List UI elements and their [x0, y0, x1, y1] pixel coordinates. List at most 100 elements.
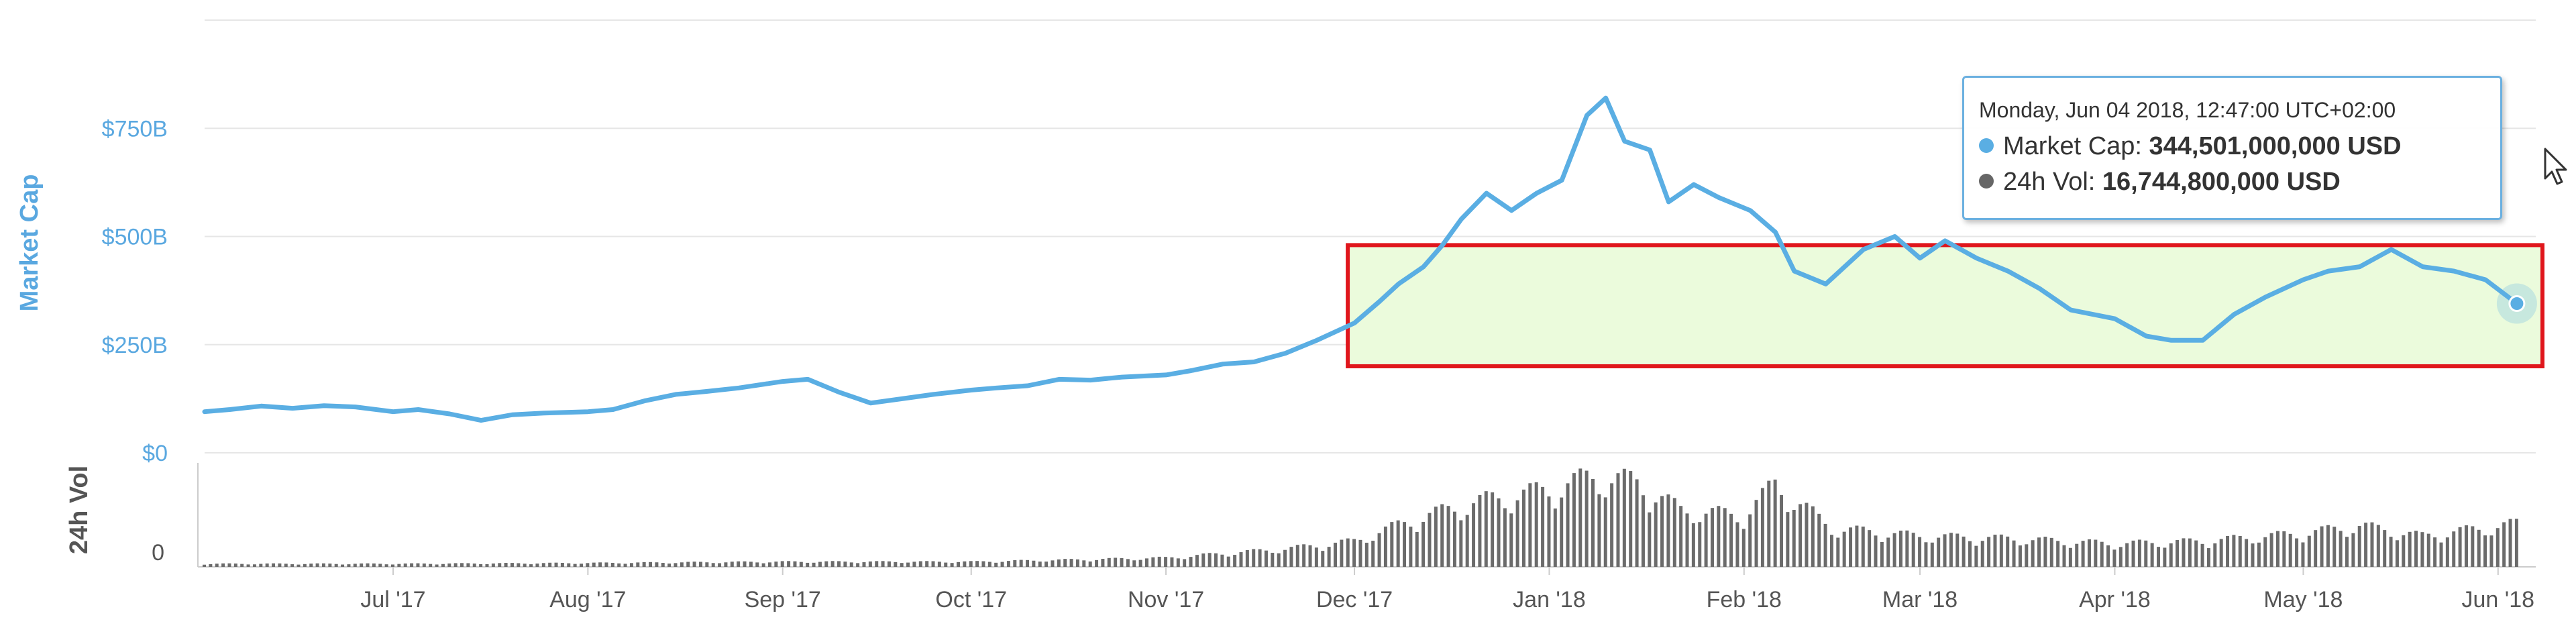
volume-bar	[1842, 531, 1846, 567]
volume-bar	[1396, 520, 1400, 567]
volume-bar	[749, 561, 753, 567]
volume-bar	[1321, 551, 1325, 567]
volume-bar	[1748, 514, 1752, 567]
volume-bar	[2414, 531, 2418, 567]
volume-bar	[2496, 528, 2500, 567]
volume-bar	[2282, 531, 2286, 567]
volume-bar	[297, 564, 301, 567]
volume-bar	[1918, 537, 1922, 567]
volume-bar	[1729, 513, 1733, 567]
volume-bar	[1880, 541, 1884, 567]
volume-bar	[573, 564, 577, 567]
volume-bar	[2301, 542, 2305, 567]
volume-bar	[1968, 541, 1972, 567]
volume-bar	[1452, 511, 1456, 567]
market-cap-line[interactable]	[202, 95, 2520, 423]
volume-bar	[1660, 496, 1664, 567]
volume-bar	[1817, 513, 1821, 567]
volume-bar	[1767, 480, 1771, 567]
volume-bar	[812, 562, 816, 567]
volume-bar	[1635, 479, 1639, 567]
volume-bar	[341, 564, 345, 567]
x-tick-label: Aug '17	[549, 587, 626, 612]
volume-bar	[1566, 483, 1570, 567]
volume-bar	[1107, 557, 1111, 567]
volume-bar	[818, 561, 822, 567]
volume-bar	[1780, 494, 1784, 567]
volume-bar	[1874, 535, 1878, 567]
volume-bar	[661, 563, 665, 567]
volume-bar	[560, 563, 564, 567]
volume-bar	[623, 564, 627, 567]
volume-bar	[1044, 561, 1049, 567]
volume-bar	[203, 564, 206, 567]
volume-bar	[2464, 525, 2468, 567]
volume-bar	[209, 564, 213, 567]
volume-bar	[2332, 527, 2337, 567]
volume-bar	[1849, 527, 1853, 567]
y-axis-ticks: $0 $250B $500B $750B 0	[102, 116, 168, 566]
volume-bar	[2049, 537, 2053, 567]
volume-bar	[1390, 522, 1394, 567]
volume-bar	[711, 563, 715, 567]
volume-bar	[372, 563, 376, 567]
volume-bar	[2245, 539, 2249, 567]
volume-bar	[1597, 494, 1601, 567]
x-tick-label: May '18	[2263, 587, 2343, 612]
hover-marker[interactable]	[2508, 295, 2526, 312]
volume-bar	[937, 561, 941, 567]
volume-bar	[2182, 538, 2186, 567]
volume-bar	[2025, 544, 2029, 567]
volume-bar	[523, 564, 527, 567]
volume-bar	[347, 564, 351, 567]
volume-bar	[2439, 542, 2443, 567]
volume-bar	[1829, 535, 1833, 567]
volume-bar	[2376, 525, 2380, 567]
volume-bar	[604, 562, 608, 567]
volume-bar	[1195, 555, 1199, 567]
volume-bar	[315, 563, 319, 567]
volume-bar	[1892, 533, 1896, 567]
volume-bar	[987, 561, 991, 567]
volume-bar	[378, 564, 382, 567]
volume-bar	[963, 561, 967, 567]
y-tick-label: $750B	[102, 116, 168, 142]
volume-bar	[730, 561, 734, 567]
volume-bar	[1264, 550, 1268, 567]
volume-bar	[321, 563, 325, 567]
volume-bar	[1258, 549, 1262, 567]
vol-tick-label: 0	[152, 540, 164, 566]
volume-bar	[1503, 508, 1507, 567]
volume-bar	[1629, 471, 1633, 567]
volume-bar	[2137, 539, 2141, 567]
y-tick-label: $500B	[102, 225, 168, 250]
volume-bar	[1654, 502, 1658, 567]
volume-bar	[724, 562, 728, 567]
volume-bar	[787, 561, 791, 567]
volume-bar	[1459, 520, 1463, 567]
volume-bar	[1239, 552, 1243, 567]
volume-bar	[1955, 533, 1960, 567]
volume-bar	[1805, 502, 1809, 567]
volume-bar	[1710, 508, 1714, 567]
volume-bar	[2288, 533, 2292, 567]
volume-bar	[1364, 543, 1368, 567]
volume-bar	[2206, 548, 2210, 567]
volume-bar	[2081, 541, 2085, 567]
volume-bar	[674, 563, 678, 567]
volume-bar	[1528, 483, 1532, 567]
volume-bar	[912, 561, 916, 567]
volume-bar	[1792, 510, 1796, 567]
volume-bar	[1585, 470, 1589, 567]
tooltip-date: Monday, Jun 04 2018, 12:47:00 UTC+02:00	[1979, 98, 2396, 122]
volume-bar	[692, 561, 696, 567]
volume-bar	[1428, 513, 1432, 567]
volume-bar	[1220, 554, 1224, 567]
volume-bar	[278, 563, 282, 567]
volume-bar	[548, 562, 552, 567]
volume-bar	[1484, 491, 1488, 567]
volume-bar	[1691, 523, 1695, 567]
volume-bar	[680, 562, 684, 567]
